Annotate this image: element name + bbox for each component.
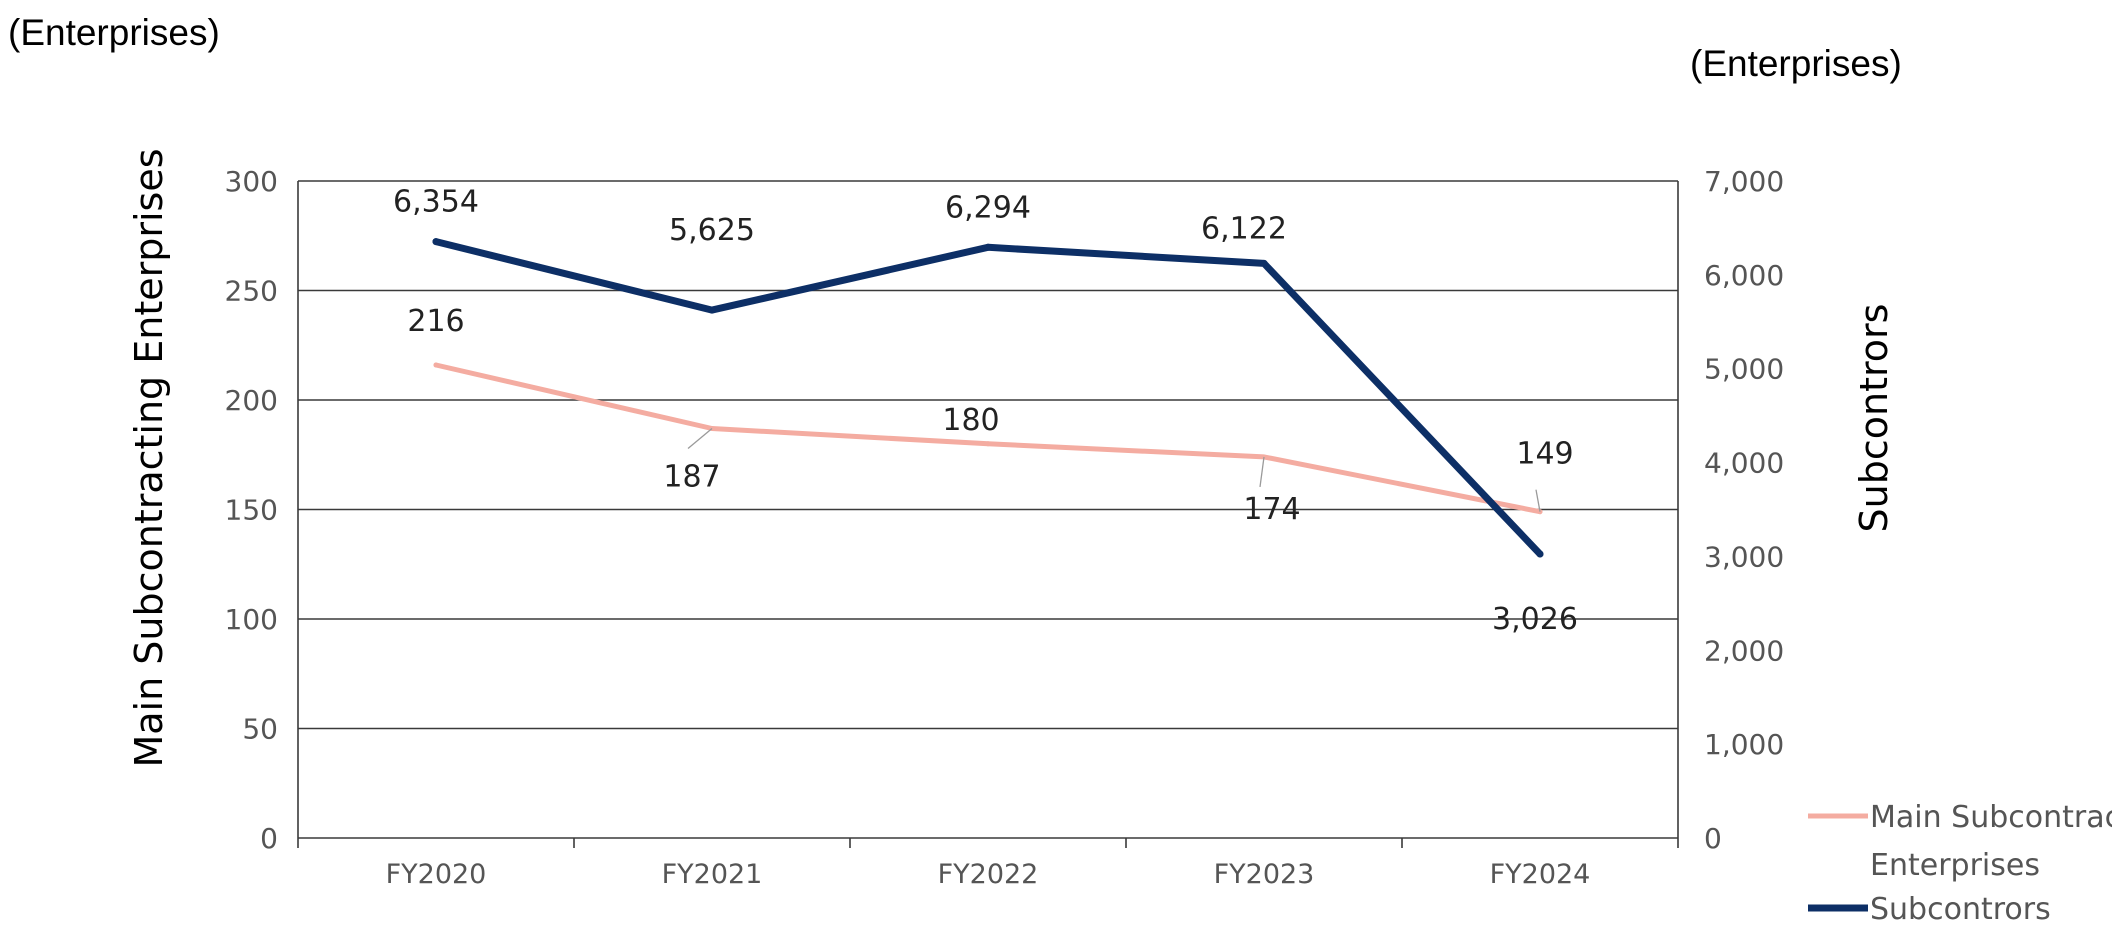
category-label: FY2021 [662, 859, 763, 890]
data-label-main: 174 [1243, 492, 1300, 527]
legend-label: Enterprises [1870, 848, 2040, 883]
data-label-main: 187 [663, 459, 720, 494]
data-label-subcontrors: 6,354 [393, 185, 479, 220]
leader-line [687, 427, 713, 449]
data-point [1536, 550, 1544, 558]
left-tick-label: 50 [242, 713, 278, 746]
right-tick-label: 1,000 [1704, 728, 1784, 761]
series-line-main-subcontract-enterprises [433, 362, 1543, 515]
right-tick-label: 5,000 [1704, 353, 1784, 386]
left-tick-label: 100 [225, 603, 278, 636]
data-label-subcontrors: 3,026 [1492, 602, 1578, 637]
data-label-subcontrors: 6,122 [1201, 211, 1287, 246]
x-axis-categories: FY2020 FY2021 FY2022 FY2023 FY2024 [386, 859, 1591, 890]
left-tick-label: 300 [225, 165, 278, 198]
data-point [985, 441, 991, 447]
data-label-main: 216 [407, 304, 464, 339]
category-label: FY2023 [1214, 859, 1315, 890]
series-line-subcontrors [432, 238, 1544, 558]
legend-label: Subcontrors [1870, 892, 2051, 927]
right-tick-label: 7,000 [1704, 165, 1784, 198]
data-point [1260, 259, 1268, 267]
right-axis-unit: (Enterprises) [1690, 43, 1902, 84]
label-leader-lines [687, 427, 1541, 512]
left-axis-unit: (Enterprises) [8, 12, 220, 53]
right-tick-label: 6,000 [1704, 259, 1784, 292]
category-label: FY2022 [938, 859, 1039, 890]
data-labels: 216 187 180 174 149 6,354 5,625 6,294 6,122 3,026 [393, 185, 1578, 637]
data-point [708, 306, 716, 314]
data-label-main: 180 [942, 403, 999, 438]
right-tick-label: 4,000 [1704, 447, 1784, 480]
legend-label: Main Subcontract [1870, 800, 2112, 835]
right-tick-label: 2,000 [1704, 634, 1784, 667]
right-axis-title: Subcontrors [1852, 304, 1896, 533]
leader-line [1259, 456, 1265, 488]
left-tick-label: 150 [225, 494, 278, 527]
left-axis-title: Main Subcontracting Enterprises [127, 148, 171, 767]
data-point [984, 243, 992, 251]
data-label-subcontrors: 5,625 [669, 213, 755, 248]
right-tick-label: 0 [1704, 822, 1722, 855]
right-axis-ticks: 0 1,000 2,000 3,000 4,000 5,000 6,000 7,000 [1704, 165, 1784, 855]
gridlines [298, 180, 1678, 730]
left-tick-label: 200 [225, 384, 278, 417]
legend: Main Subcontract Enterprises Subcontrors [1808, 800, 2112, 927]
category-label: FY2024 [1490, 859, 1591, 890]
data-label-main: 149 [1516, 437, 1573, 472]
data-point [433, 362, 439, 368]
leader-line [1535, 489, 1541, 512]
left-tick-label: 0 [260, 822, 278, 855]
category-label: FY2020 [386, 859, 487, 890]
left-axis-ticks: 0 50 100 150 200 250 300 [225, 165, 278, 855]
right-tick-label: 3,000 [1704, 540, 1784, 573]
data-label-subcontrors: 6,294 [945, 190, 1031, 225]
axes [297, 181, 1679, 848]
left-tick-label: 250 [225, 275, 278, 308]
data-point [432, 238, 440, 246]
